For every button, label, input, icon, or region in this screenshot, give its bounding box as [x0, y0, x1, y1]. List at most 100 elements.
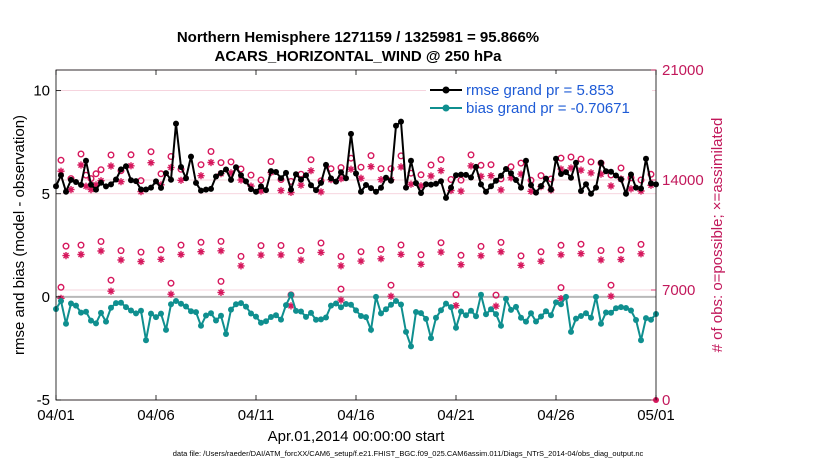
- obs-assimilated-marker: [357, 174, 365, 182]
- rmse-point: [163, 170, 169, 177]
- bias-point: [638, 337, 644, 344]
- bias-series: [53, 291, 659, 350]
- rmse-point: [458, 171, 464, 178]
- obs-possible-marker: [297, 247, 305, 255]
- obs-possible-marker: [337, 285, 345, 293]
- obs-assimilated-marker: [67, 186, 75, 194]
- obs-assimilated-marker: [297, 256, 305, 264]
- rmse-point: [193, 179, 199, 186]
- obs-assimilated-marker: [577, 166, 585, 174]
- bias-point: [348, 301, 354, 308]
- legend-bias-label: bias grand pr = -0.70671: [466, 100, 630, 117]
- bias-point: [323, 314, 329, 321]
- bias-point: [548, 312, 554, 319]
- rmse-point: [528, 182, 534, 189]
- rmse-point: [68, 176, 74, 183]
- rmse-point: [63, 188, 69, 195]
- bias-point: [188, 308, 194, 315]
- right-y-axis-ticks: 0 7000 14000 21000: [651, 62, 704, 409]
- rmse-point: [443, 194, 449, 201]
- obs-assimilated-marker: [137, 257, 145, 266]
- bias-point: [343, 301, 349, 307]
- rmse-point: [218, 170, 224, 176]
- obs-assimilated-marker: [277, 251, 285, 259]
- legend-background: [426, 74, 652, 120]
- obs-assimilated-marker: [367, 163, 375, 171]
- obs-assimilated-marker: [337, 262, 345, 270]
- obs-assimilated-marker: [277, 186, 285, 195]
- bias-point: [168, 301, 174, 308]
- rmse-point: [113, 176, 119, 183]
- obs-assimilated-marker: [517, 261, 525, 269]
- rmse-point: [383, 174, 389, 181]
- obs-possible-marker: [617, 246, 625, 254]
- rmse-point: [243, 178, 249, 185]
- rmse-point: [608, 168, 614, 175]
- obs-assimilated-marker: [397, 250, 405, 258]
- legend-bias-marker: [442, 104, 450, 112]
- bias-point: [613, 305, 619, 312]
- obs-assimilated-marker: [627, 185, 635, 193]
- obs-possible-marker: [537, 172, 545, 180]
- obs-assimilated-marker: [437, 167, 445, 175]
- rmse-point: [463, 171, 469, 178]
- y-left-tick-label: 5: [42, 186, 50, 203]
- rmse-point: [588, 190, 594, 197]
- obs-possible-marker: [427, 161, 435, 169]
- bias-point: [278, 316, 284, 323]
- rmse-point: [503, 166, 509, 172]
- rmse-point: [478, 181, 484, 188]
- bias-point: [633, 317, 639, 323]
- bias-point: [118, 299, 124, 306]
- obs-assimilated-marker: [167, 290, 175, 298]
- bias-point: [183, 303, 189, 310]
- obs-possible-marker: [217, 237, 225, 245]
- obs-assimilated-marker: [557, 251, 565, 259]
- rmse-point: [208, 185, 214, 192]
- obs-possible-marker: [617, 164, 625, 172]
- rmse-point: [143, 186, 149, 193]
- obs-possible-marker: [487, 161, 495, 169]
- obs-possible-marker: [557, 241, 565, 249]
- rmse-point: [298, 176, 304, 183]
- bias-point: [563, 293, 569, 300]
- obs-possible-marker: [397, 241, 405, 249]
- obs-assimilated-marker: [257, 187, 265, 195]
- obs-possible-marker: [387, 281, 395, 289]
- rmse-point: [308, 182, 314, 189]
- rmse-point: [103, 183, 109, 190]
- obs-assimilated-marker: [117, 178, 125, 186]
- rmse-point: [358, 188, 364, 195]
- obs-assimilated-marker: [87, 186, 95, 194]
- rmse-point: [108, 181, 114, 188]
- x-tick-label: 04/11: [238, 407, 274, 424]
- rmse-point: [158, 184, 164, 191]
- bias-point: [83, 308, 89, 315]
- obs-assimilated-marker: [487, 172, 495, 180]
- obs-assimilated-marker: [107, 287, 115, 295]
- bias-point: [253, 313, 259, 320]
- rmse-point: [643, 155, 649, 162]
- bias-point: [418, 310, 424, 317]
- bias-point: [133, 310, 139, 317]
- obs-possible-marker: [452, 291, 460, 299]
- obs-assimilated-marker: [427, 172, 435, 180]
- bias-point: [193, 309, 199, 316]
- x-axis-label: Apr.01,2014 00:00:00 start: [268, 428, 446, 445]
- bias-point: [308, 309, 314, 316]
- y-left-tick-label: 0: [42, 289, 50, 306]
- obs-possible-marker: [637, 240, 645, 248]
- obs-assimilated-marker: [62, 252, 70, 260]
- rmse-point: [498, 172, 504, 179]
- obs-assimilated-marker: [257, 251, 265, 259]
- bias-point: [603, 309, 609, 316]
- bias-point: [313, 316, 319, 323]
- rmse-point: [483, 188, 489, 195]
- obs-possible-marker: [492, 291, 500, 299]
- rmse-point: [278, 175, 284, 182]
- bias-point: [178, 300, 184, 307]
- obs-assimilated-marker: [157, 255, 165, 263]
- left-y-axis-ticks: -5 0 5 10: [33, 83, 61, 409]
